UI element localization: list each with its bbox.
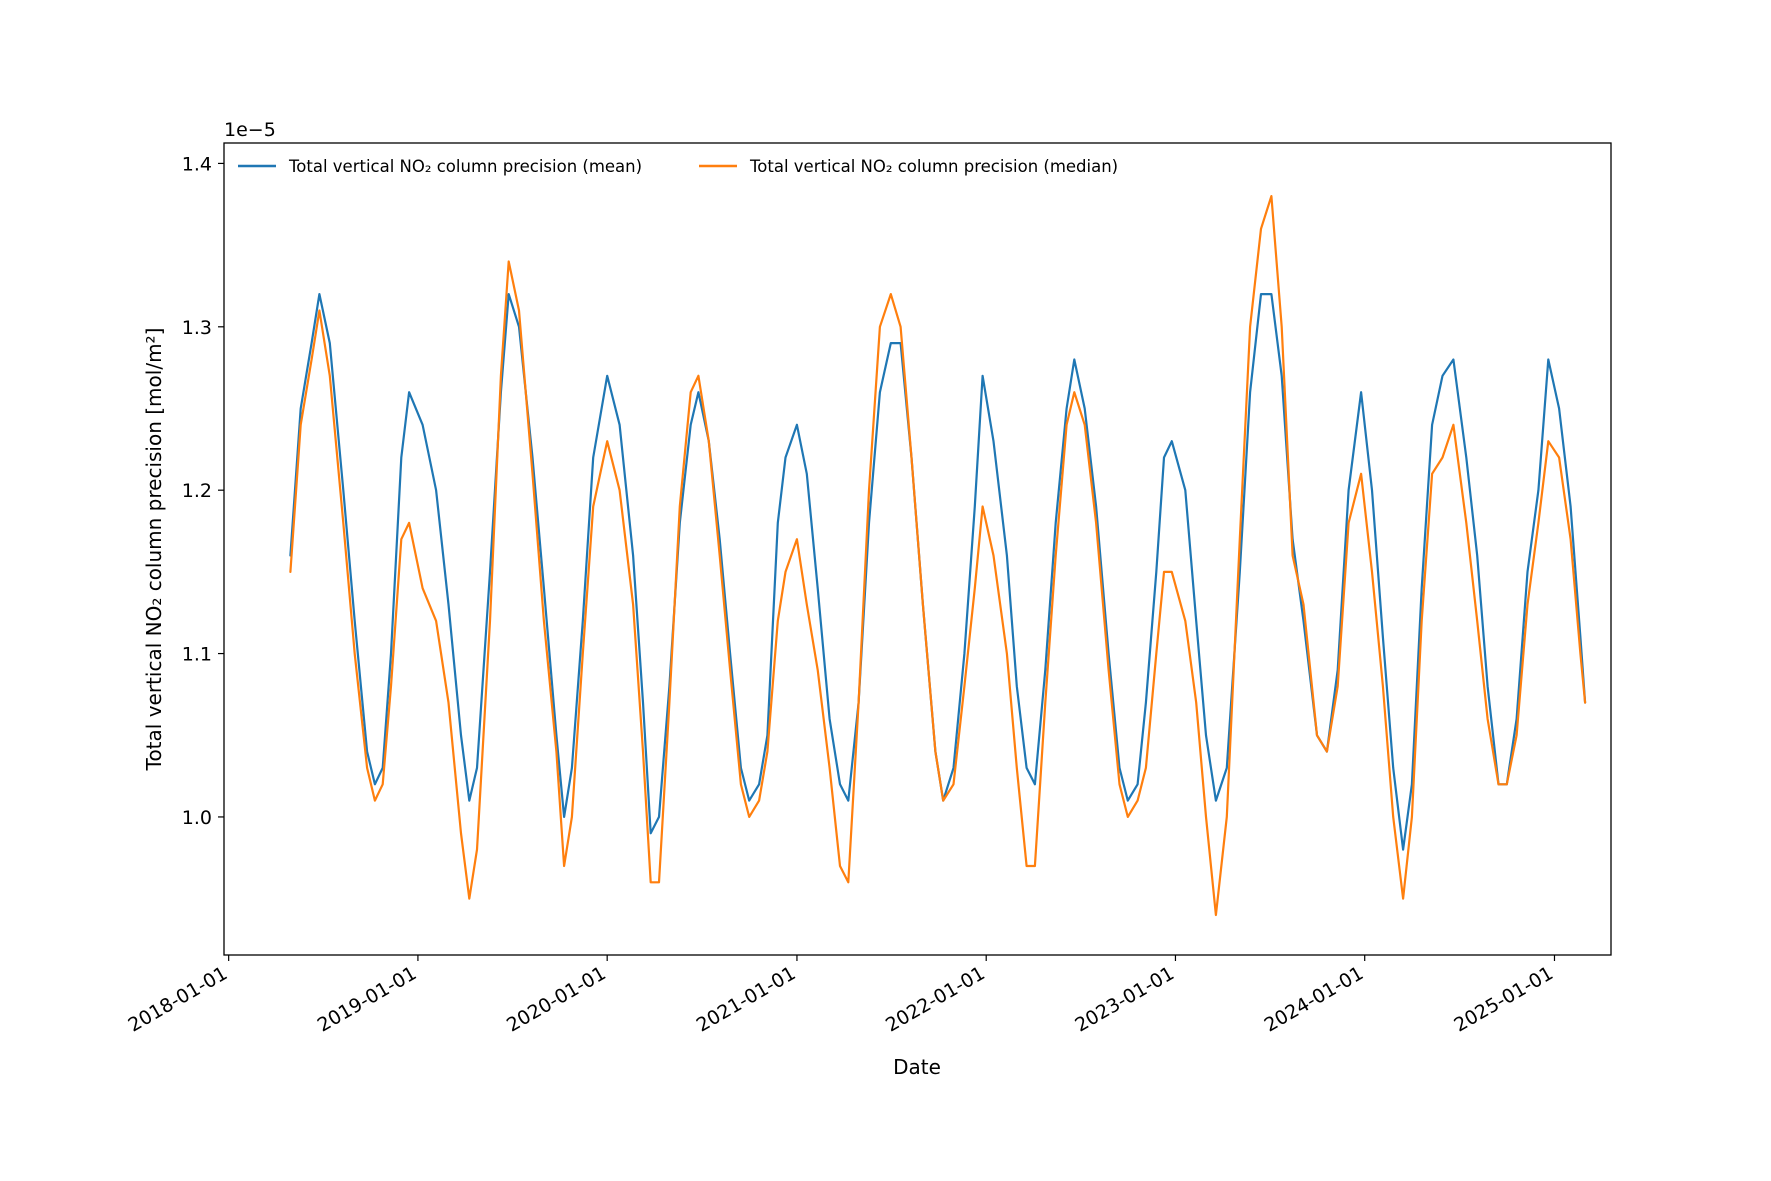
plot-frame — [223, 142, 1612, 956]
y-tick-label: 1.4 — [182, 153, 212, 175]
series-lines — [289, 195, 1587, 917]
y-axis: 1.0 1.1 1.2 1.3 1.4 — [182, 153, 224, 829]
y-axis-title: Total vertical NO₂ column precision [mol… — [142, 328, 166, 772]
legend-label-mean: Total vertical NO₂ column precision (mea… — [288, 157, 642, 176]
legend: Total vertical NO₂ column precision (mea… — [238, 157, 1118, 176]
y-tick-label: 1.3 — [182, 317, 212, 339]
y-offset-text: 1e−5 — [224, 119, 276, 141]
y-tick-label: 1.2 — [182, 480, 212, 502]
x-axis-title: Date — [893, 1055, 941, 1079]
series-line-median — [289, 195, 1587, 917]
legend-label-median: Total vertical NO₂ column precision (med… — [749, 157, 1118, 176]
y-tick-label: 1.1 — [182, 644, 212, 666]
y-tick-label: 1.0 — [182, 807, 212, 829]
